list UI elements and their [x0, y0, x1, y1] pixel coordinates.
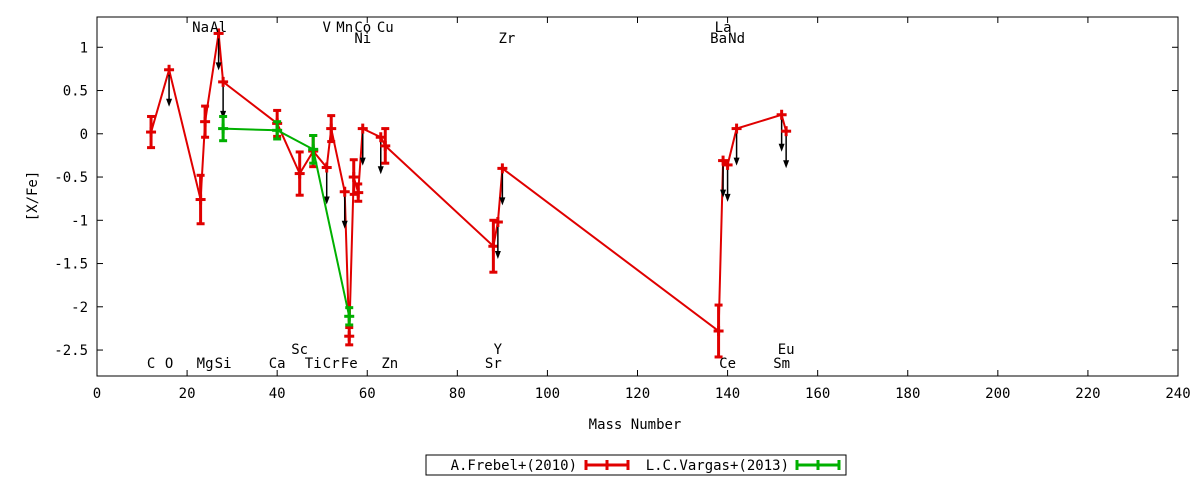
element-label: Ce: [719, 356, 736, 372]
legend-box: [425, 454, 847, 476]
y-tick-label: 0: [80, 127, 88, 143]
upper-limit-arrowhead: [220, 110, 227, 119]
x-tick-label: 160: [805, 386, 830, 402]
x-tick-label: 0: [93, 386, 101, 402]
y-tick-label: -2.5: [54, 343, 88, 359]
x-tick-label: 20: [179, 386, 196, 402]
y-axis-title: [X/Fe]: [25, 171, 41, 222]
x-tick-label: 80: [449, 386, 466, 402]
legend-sample-vargas: [795, 460, 841, 470]
upper-limit-arrowhead: [215, 62, 222, 71]
element-label: Cr: [323, 356, 340, 372]
x-axis-title: Mass Number: [589, 417, 682, 433]
upper-limit-arrowhead: [359, 157, 366, 166]
element-label: Ni: [354, 31, 371, 47]
legend-label-frebel: A.Frebel+(2010): [451, 458, 577, 474]
upper-limit-arrowhead: [377, 166, 384, 175]
element-label: Mn: [336, 20, 353, 36]
y-tick-label: 0.5: [63, 84, 88, 100]
element-label: Sm: [773, 356, 790, 372]
series-line-1: [223, 127, 351, 317]
upper-limit-arrowhead: [778, 143, 785, 152]
legend: A.Frebel+(2010) L.C.Vargas+(2013): [425, 454, 847, 476]
x-tick-label: 220: [1075, 386, 1100, 402]
upper-limit-arrowhead: [724, 193, 731, 202]
plot-frame: [96, 16, 1179, 377]
element-label: Mg: [197, 356, 214, 372]
x-tick-label: 120: [625, 386, 650, 402]
x-tick-label: 40: [269, 386, 286, 402]
element-label: Ti: [305, 356, 322, 372]
element-label: Ca: [269, 356, 286, 372]
axes-layer: 0 20 40 60 80 100 120 140 160 180 200 220 240 -2.5 -2 -…: [54, 17, 1191, 402]
element-label: Sc: [291, 342, 308, 358]
x-tick-label: 180: [895, 386, 920, 402]
element-label: Nd: [728, 31, 745, 47]
element-label: Al: [210, 20, 227, 36]
element-label: Co: [354, 20, 371, 36]
element-label: Si: [215, 356, 232, 372]
x-tick-label: 100: [535, 386, 560, 402]
x-tick-label: 140: [715, 386, 740, 402]
series-line-0: [150, 33, 788, 337]
upper-limit-arrowhead: [783, 160, 790, 169]
element-label: Sr: [485, 356, 502, 372]
x-tick-label: 200: [985, 386, 1010, 402]
element-label: Fe: [341, 356, 358, 372]
y-tick-label: -0.5: [54, 170, 88, 186]
upper-limit-arrowhead: [494, 251, 501, 260]
element-label: Zn: [381, 356, 398, 372]
series-layer: [146, 28, 792, 359]
upper-limit-arrowhead: [720, 189, 727, 198]
x-tick-label: 60: [359, 386, 376, 402]
element-label: Zr: [498, 31, 515, 47]
element-label: La: [715, 20, 732, 36]
legend-sample-frebel: [584, 460, 630, 470]
element-label: Na: [192, 20, 209, 36]
upper-limit-arrowhead: [166, 98, 173, 107]
legend-label-vargas: L.C.Vargas+(2013): [646, 458, 789, 474]
upper-limit-arrowhead: [341, 220, 348, 229]
element-label: Cu: [377, 20, 394, 36]
element-label: Ba: [710, 31, 727, 47]
upper-limit-arrowhead: [323, 196, 330, 205]
element-label: O: [165, 356, 173, 372]
element-label: V: [322, 20, 331, 36]
y-tick-label: -1.5: [54, 257, 88, 273]
y-tick-label: -1: [71, 213, 88, 229]
y-tick-label: -2: [71, 300, 88, 316]
y-tick-label: 1: [80, 40, 88, 56]
x-tick-label: 240: [1165, 386, 1190, 402]
element-label: Eu: [778, 342, 795, 358]
upper-limit-arrowhead: [733, 157, 740, 166]
upper-limit-arrowhead: [499, 197, 506, 206]
element-label: C: [147, 356, 155, 372]
element-label: Y: [494, 342, 503, 358]
